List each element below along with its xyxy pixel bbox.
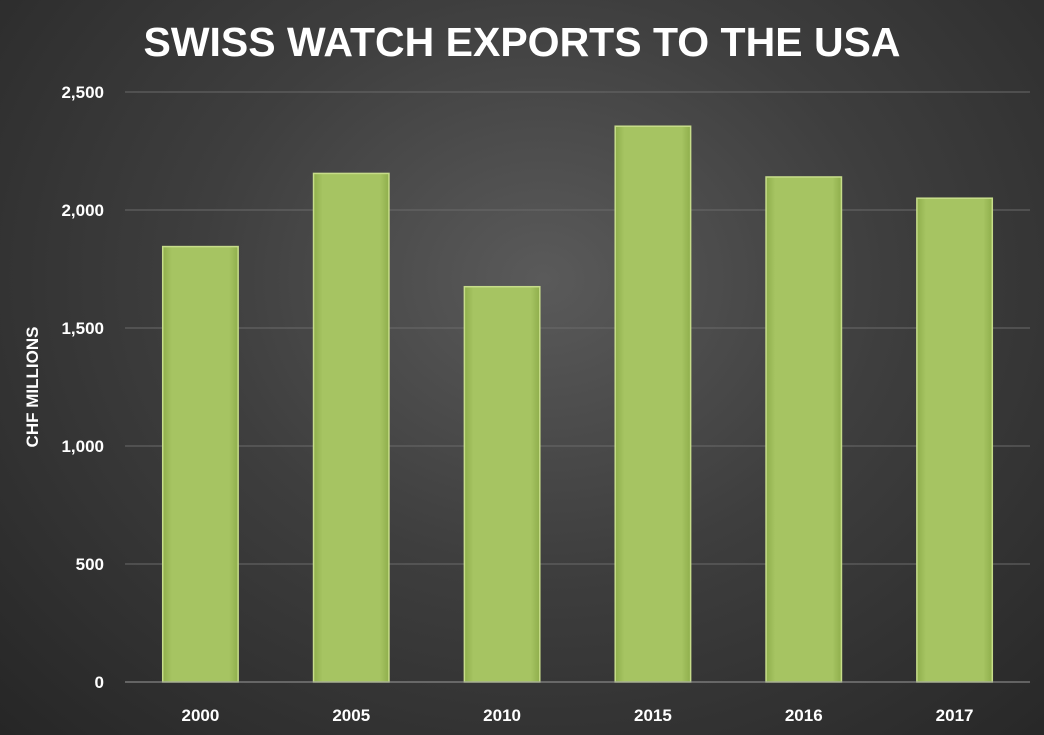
y-tick-label: 2,500	[61, 83, 104, 102]
y-axis-ticks: 0 500 1,000 1,500 2,000 2,500	[61, 83, 104, 692]
y-tick-label: 1,500	[61, 319, 104, 338]
bar-2000	[161, 245, 239, 683]
x-axis-ticks: 2000 2005 2010 2015 2016 2017	[182, 706, 974, 725]
bar-2010	[463, 285, 541, 683]
bar-2016	[765, 176, 843, 683]
y-tick-label: 0	[95, 673, 104, 692]
y-tick-label: 1,000	[61, 437, 104, 456]
x-tick-label: 2010	[483, 706, 521, 725]
gridlines	[125, 91, 1030, 565]
bars	[161, 125, 994, 683]
chart-title: SWISS WATCH EXPORTS TO THE USA	[143, 19, 900, 65]
y-tick-label: 2,000	[61, 201, 104, 220]
x-tick-label: 2016	[785, 706, 823, 725]
x-tick-label: 2000	[182, 706, 220, 725]
bar-2015	[614, 125, 692, 683]
x-tick-label: 2015	[634, 706, 672, 725]
x-tick-label: 2005	[332, 706, 370, 725]
bar-2005	[312, 172, 390, 683]
x-tick-label: 2017	[936, 706, 974, 725]
y-axis-label: CHF MILLIONS	[23, 327, 42, 448]
y-tick-label: 500	[76, 555, 104, 574]
bar-2017	[916, 197, 994, 683]
